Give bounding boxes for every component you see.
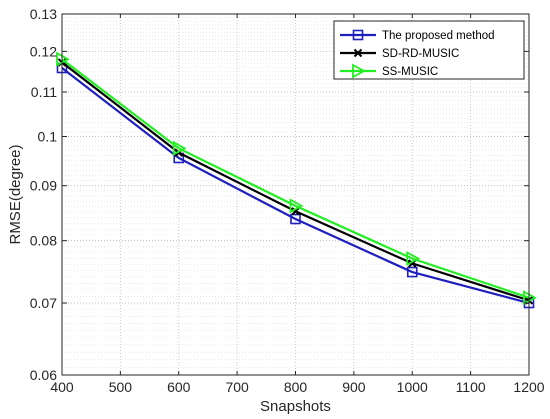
legend-label: The proposed method — [382, 30, 495, 42]
data-point — [406, 251, 421, 267]
y-tick-label: 0.12 — [30, 43, 57, 59]
legend-marker-stroke — [353, 48, 363, 58]
series-line-3 — [61, 58, 530, 299]
y-tick-label: 0.09 — [30, 178, 57, 194]
series-line-1 — [61, 67, 530, 305]
legend: The proposed method SD-RD-MUSIC SS-MUSIC — [333, 20, 525, 80]
data-point — [172, 140, 187, 156]
x-tick-label: 1000 — [397, 379, 428, 395]
series-lines — [56, 51, 537, 309]
y-tick-label: 0.08 — [30, 233, 57, 249]
x-axis-title: Snapshots — [260, 398, 331, 415]
data-point — [291, 207, 300, 216]
y-tick-label: 0.13 — [30, 6, 57, 22]
y-tick-label: 0.07 — [30, 295, 57, 311]
x-tick-label: 500 — [109, 379, 133, 395]
x-tick-label: 1200 — [513, 379, 544, 395]
legend-marker — [353, 48, 363, 58]
x-tick-label: 900 — [342, 379, 366, 395]
legend-marker — [352, 29, 364, 41]
axis-ticks: 400 500 600 700 800 900 1000 1100 1200 0.06 0.07 0.… — [30, 6, 545, 395]
x-tick-label: 800 — [284, 379, 308, 395]
legend-box — [333, 20, 525, 80]
y-tick-label: 0.11 — [31, 84, 57, 100]
y-tick-label: 0.1 — [38, 128, 58, 144]
data-point — [406, 266, 418, 278]
legend-marker — [352, 63, 366, 79]
y-tick-label: 0.06 — [30, 367, 57, 383]
data-point — [290, 213, 301, 225]
x-tick-label: 600 — [167, 379, 191, 395]
data-point — [289, 198, 304, 214]
data-point-stroke — [291, 207, 300, 216]
x-tick-label: 700 — [225, 379, 249, 395]
legend-label: SD-RD-MUSIC — [382, 48, 459, 60]
y-axis-title: RMSE(degree) — [7, 144, 24, 244]
x-tick-label: 1100 — [456, 379, 486, 395]
x-tick-label: 400 — [50, 379, 74, 395]
legend-label: SS-MUSIC — [382, 66, 438, 78]
